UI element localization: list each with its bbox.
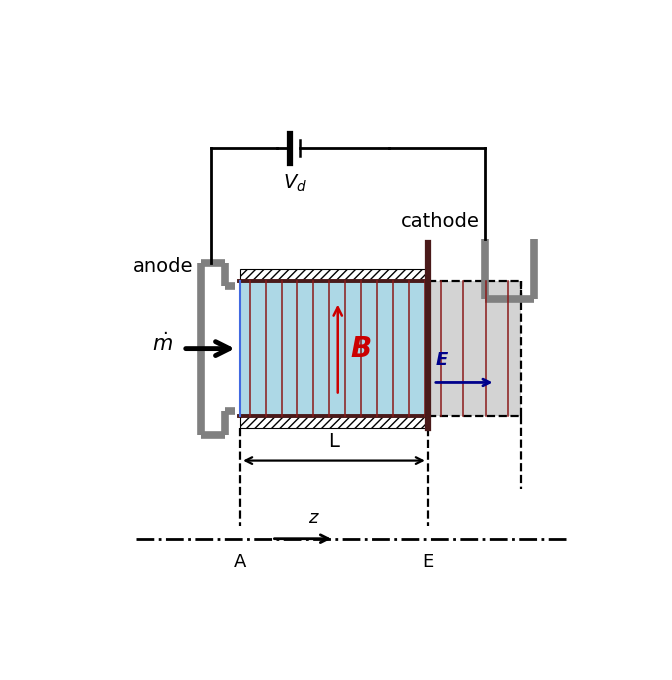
Text: L: L (329, 432, 339, 452)
Text: E: E (422, 554, 433, 571)
Text: cathode: cathode (401, 212, 480, 231)
Bar (428, 281, 521, 416)
Text: $V_d$: $V_d$ (283, 173, 307, 194)
Text: z: z (308, 509, 318, 527)
Text: B: B (351, 335, 372, 362)
Bar (241, 281, 428, 416)
Bar (241, 269, 428, 281)
Text: anode: anode (133, 256, 194, 275)
Bar (241, 416, 428, 428)
Text: E: E (435, 352, 448, 369)
Text: A: A (234, 554, 247, 571)
Text: $\dot{m}$: $\dot{m}$ (152, 332, 173, 355)
